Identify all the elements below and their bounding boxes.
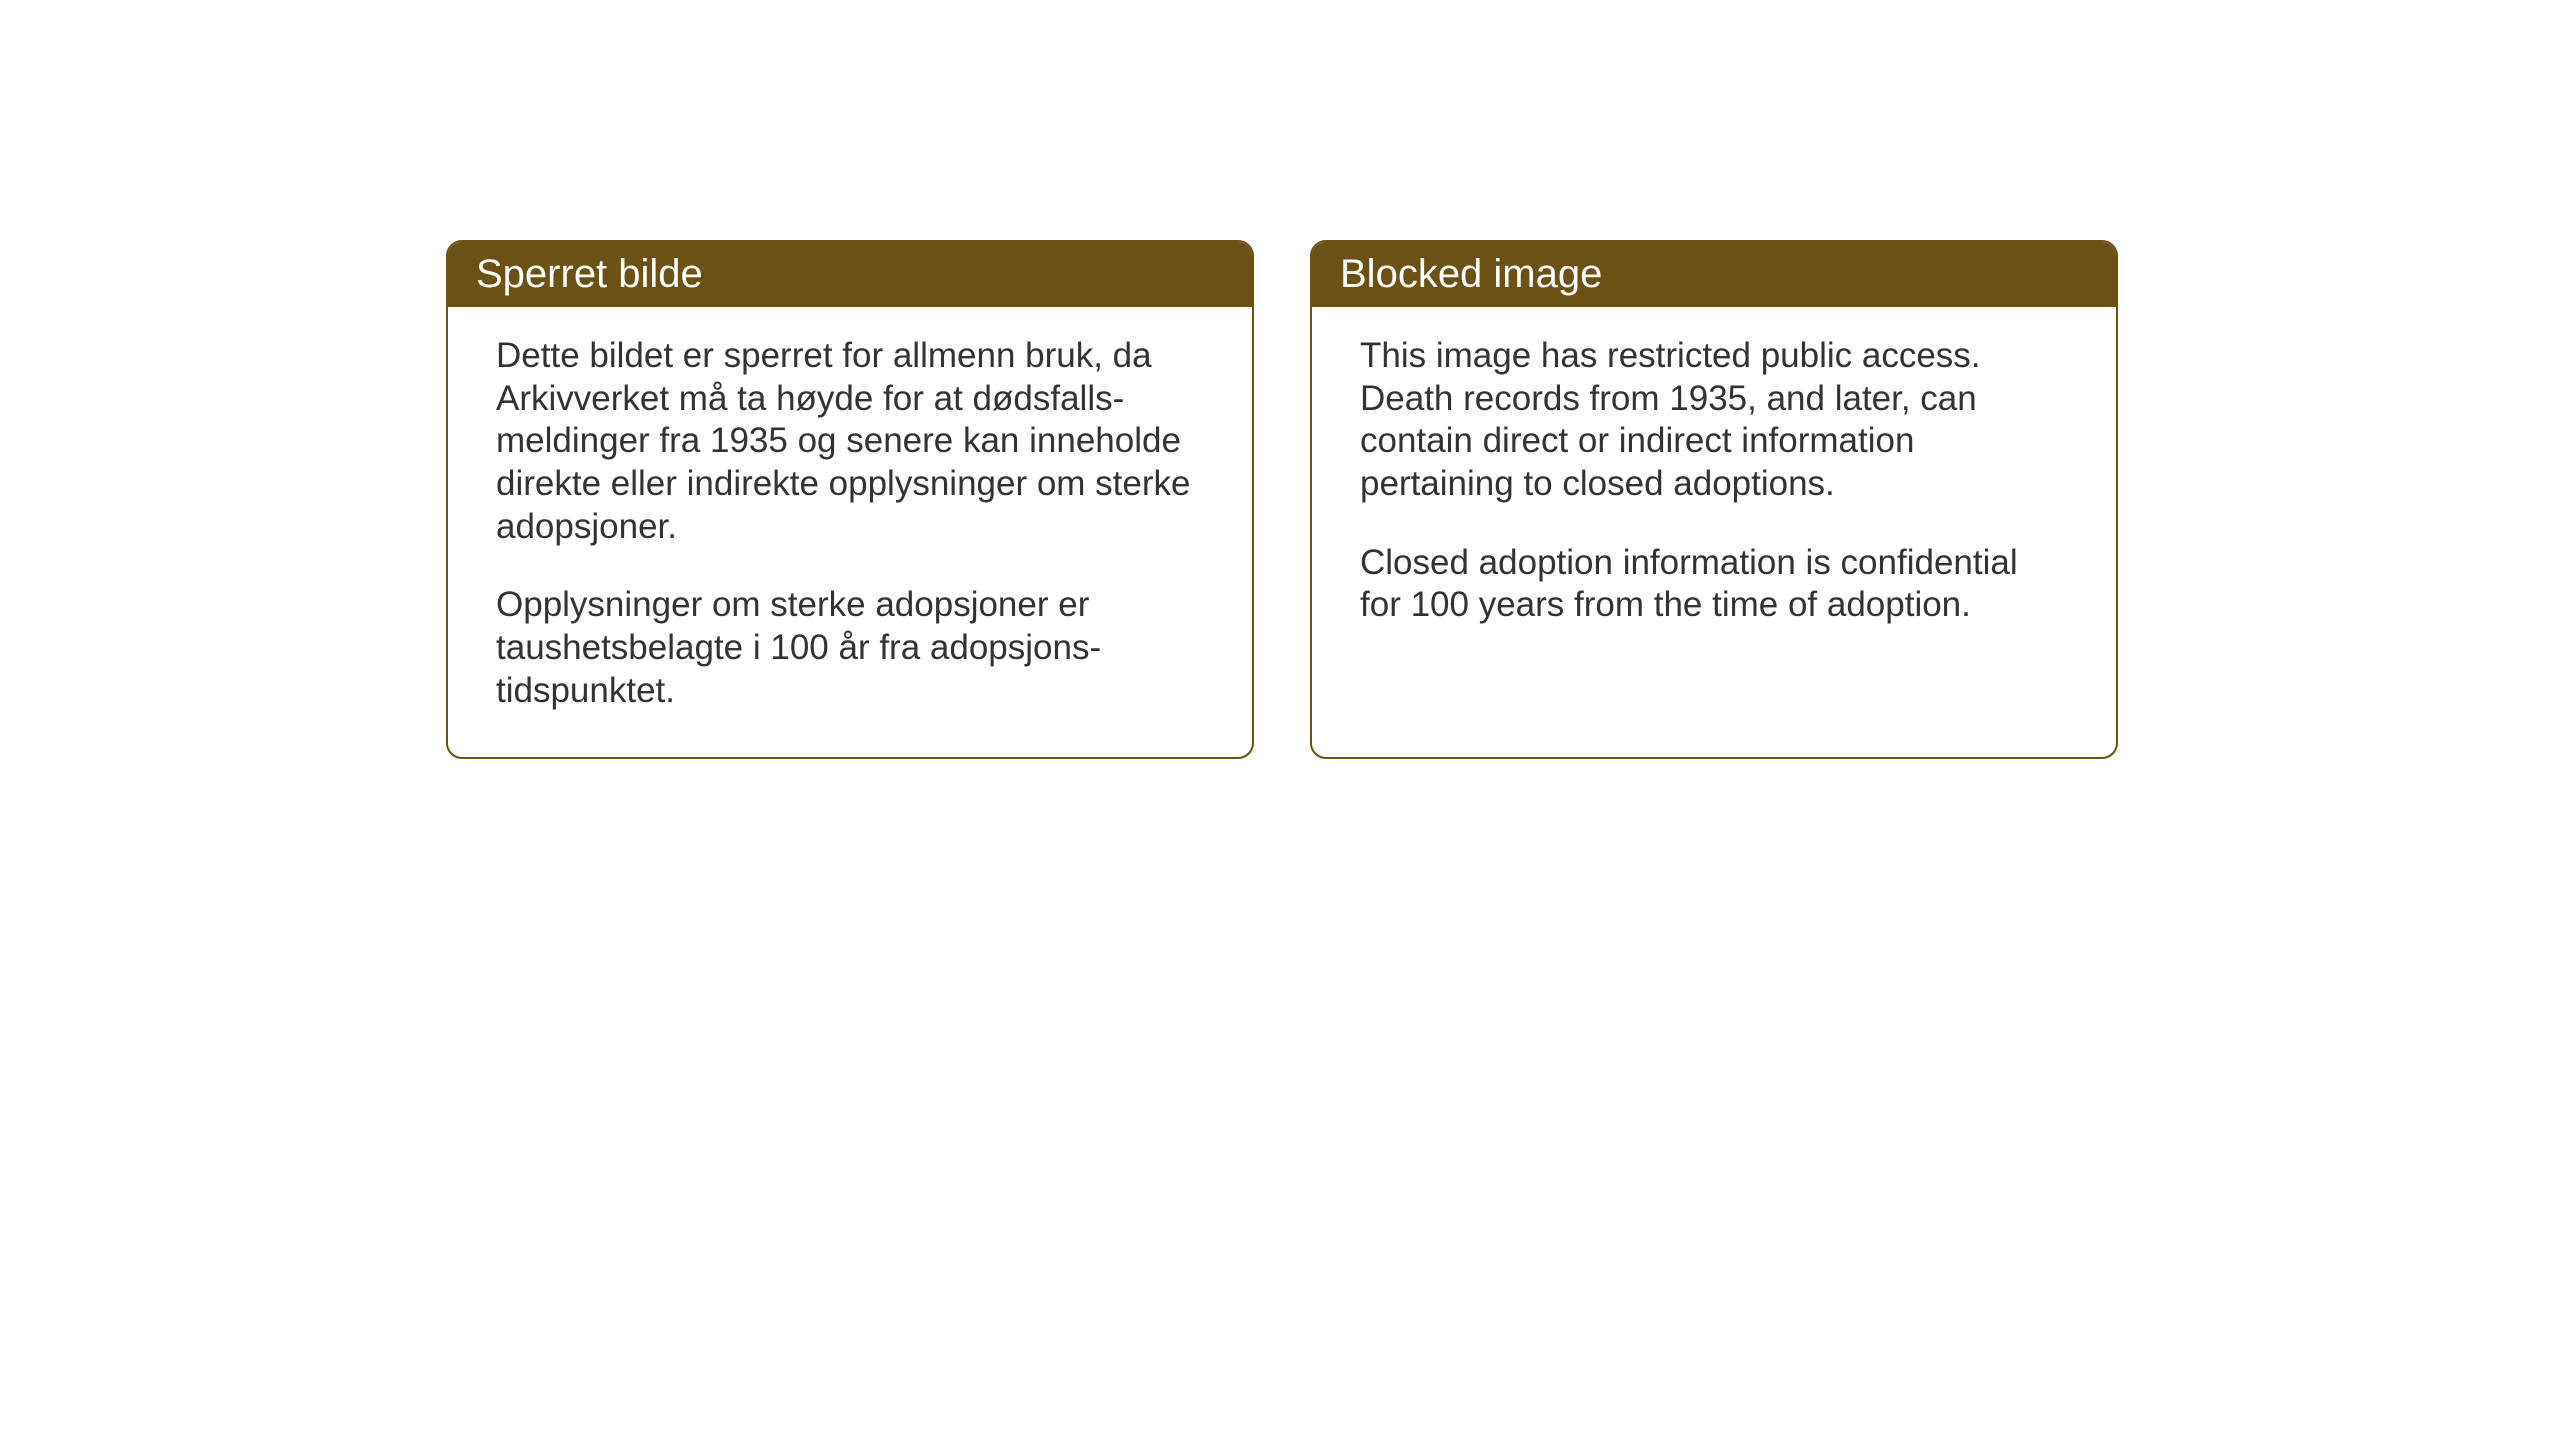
paragraph-english-2: Closed adoption information is confident… — [1360, 542, 2068, 627]
card-title-norwegian: Sperret bilde — [476, 252, 703, 296]
card-body-english: This image has restricted public access.… — [1312, 307, 2116, 727]
card-header-norwegian: Sperret bilde — [448, 242, 1252, 307]
blocked-image-card-english: Blocked image This image has restricted … — [1310, 240, 2118, 759]
blocked-image-card-norwegian: Sperret bilde Dette bildet er sperret fo… — [446, 240, 1254, 759]
paragraph-english-1: This image has restricted public access.… — [1360, 335, 2068, 506]
paragraph-norwegian-2: Opplysninger om sterke adopsjoner er tau… — [496, 584, 1204, 712]
card-title-english: Blocked image — [1340, 252, 1602, 296]
notice-container: Sperret bilde Dette bildet er sperret fo… — [446, 240, 2118, 759]
card-header-english: Blocked image — [1312, 242, 2116, 307]
paragraph-norwegian-1: Dette bildet er sperret for allmenn bruk… — [496, 335, 1204, 548]
card-body-norwegian: Dette bildet er sperret for allmenn bruk… — [448, 307, 1252, 757]
